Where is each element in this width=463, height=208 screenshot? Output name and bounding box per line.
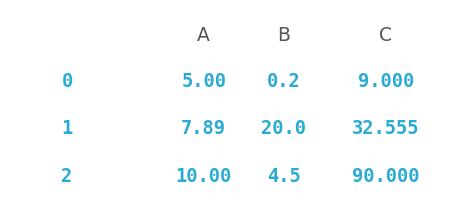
Text: B: B — [277, 26, 290, 45]
Text: 5.00: 5.00 — [181, 72, 225, 91]
Text: 90.000: 90.000 — [351, 167, 419, 186]
Text: A: A — [197, 26, 210, 45]
Text: 4.5: 4.5 — [267, 167, 300, 186]
Text: 2: 2 — [61, 167, 73, 186]
Text: 7.89: 7.89 — [181, 119, 225, 139]
Text: 1: 1 — [61, 119, 73, 139]
Text: 9.000: 9.000 — [357, 72, 413, 91]
Text: C: C — [379, 26, 392, 45]
Text: 10.00: 10.00 — [175, 167, 232, 186]
Text: 32.555: 32.555 — [351, 119, 419, 139]
Text: 20.0: 20.0 — [261, 119, 306, 139]
Text: 0: 0 — [61, 72, 73, 91]
Text: 0.2: 0.2 — [267, 72, 300, 91]
